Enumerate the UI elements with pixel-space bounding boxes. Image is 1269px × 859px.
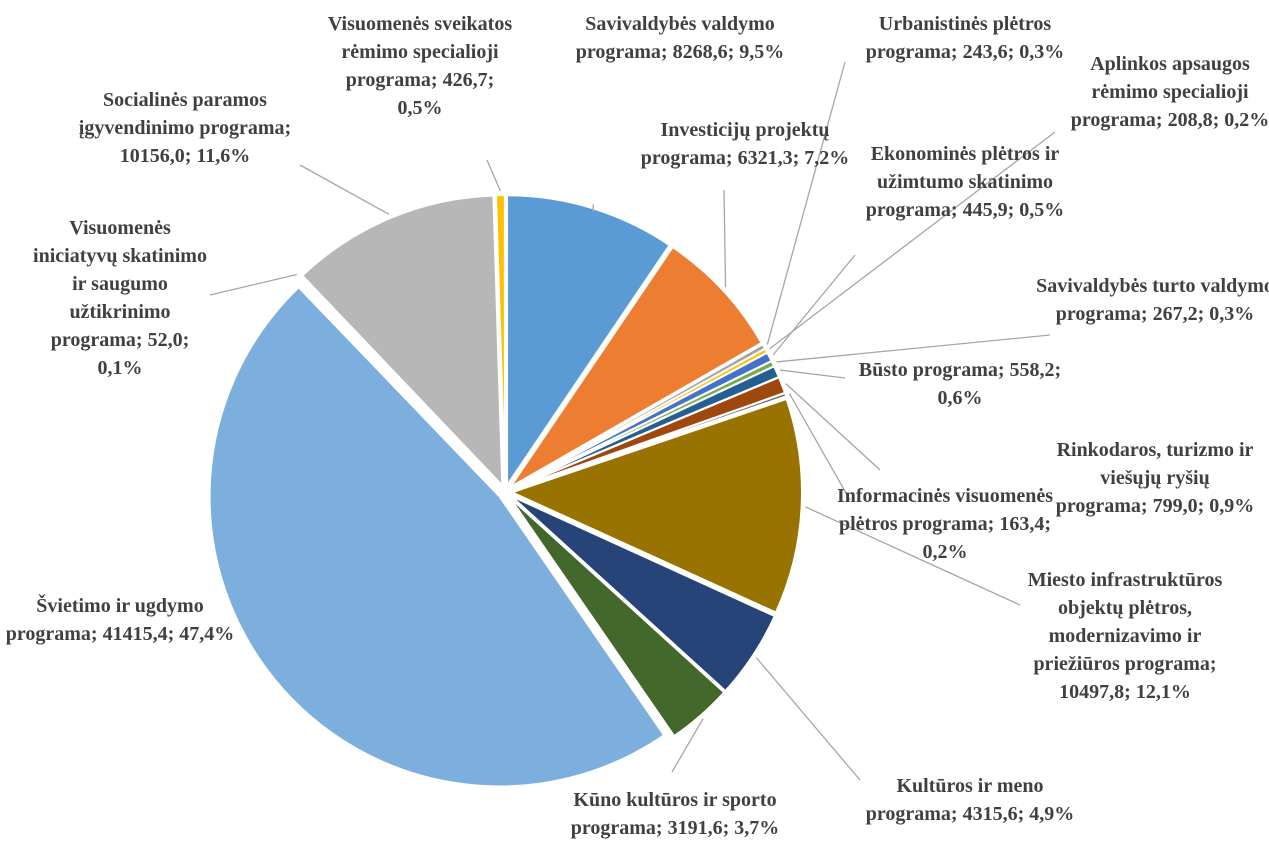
category-label: Aplinkos apsaugos rėmimo specialioji pro… [1070,53,1250,131]
pie-slice [509,245,764,489]
data-label: Aplinkos apsaugos rėmimo specialioji pro… [1070,50,1269,134]
value-label: 163,4; 0,2% [922,513,1052,563]
pie-slice [300,194,504,489]
leader-line [805,506,1021,606]
value-label: 243,6; 0,3% [962,41,1065,63]
value-label: 6321,3; 7,2% [737,147,850,169]
data-label: Savivaldybės turto valdymo programa; 267… [1030,272,1269,328]
pie-slice [506,194,671,489]
value-label: 52,0; 0,1% [97,329,190,379]
leader-line [671,718,704,773]
category-label: Miesto infrastruktūros objektų plėtros, … [1027,569,1223,675]
pie-slice [494,194,506,486]
data-label: Visuomenės sveikatos rėmimo specialioji … [325,10,515,122]
value-label: 10156,0; 11,6% [119,145,251,167]
category-label: Rinkodaros, turizmo ir viešųjų ryšių pro… [1055,439,1254,517]
category-label: Informacinės visuomenės plėtros programa… [836,485,1054,535]
leader-line [776,334,1051,363]
data-label: Kūno kultūros ir sporto programa; 3191,6… [525,786,825,842]
data-label: Rinkodaros, turizmo ir viešųjų ryšių pro… [1055,436,1255,520]
pie-slice [508,496,726,738]
value-label: 10497,8; 12,1% [1059,681,1191,703]
leader-line [785,383,881,471]
pie-slice [208,285,666,788]
leader-line [486,159,501,192]
value-label: 8268,6; 9,5% [672,41,785,63]
category-label: Kūno kultūros ir sporto programa; [570,789,777,839]
leader-line [772,254,856,356]
category-label: Socialinės paramos įgyvendinimo programa… [78,89,292,139]
leader-line [780,369,846,379]
value-label: 267,2; 0,3% [1152,303,1255,325]
value-label: 208,8; 0,2% [1167,109,1269,131]
category-label: Visuomenės iniciatyvų skatinimo ir saugu… [33,217,207,351]
category-label: Investicijų projektų programa; [640,119,830,169]
value-label: 3191,6; 3,7% [667,817,780,839]
pie-slice [509,397,803,614]
category-label: Savivaldybės turto valdymo programa; [1036,275,1269,325]
leader-line [299,164,390,215]
value-label: 445,9; 0,5% [962,199,1065,221]
data-label: Miesto infrastruktūros objektų plėtros, … [1010,566,1240,706]
data-label: Urbanistinės plėtros programa; 243,6; 0,… [835,10,1095,66]
data-label: Visuomenės iniciatyvų skatinimo ir saugu… [30,214,210,382]
leader-line [723,189,727,288]
leader-line [769,131,1056,350]
leader-line [788,393,851,501]
category-label: Švietimo ir ugdymo programa; [5,595,204,645]
value-label: 799,0; 0,9% [1152,495,1255,517]
data-label: Investicijų projektų programa; 6321,3; 7… [625,116,865,172]
pie-slice [511,391,788,491]
category-label: Būsto programa; [858,359,1005,381]
data-label: Būsto programa; 558,2; 0,6% [850,356,1070,412]
data-label: Informacinės visuomenės plėtros programa… [835,482,1055,566]
category-label: Ekonominės plėtros ir užimtumo skatinimo… [865,143,1060,221]
category-label: Savivaldybės valdymo programa; [575,13,775,63]
leader-line [755,657,861,781]
value-label: 41415,4; 47,4% [102,623,235,645]
category-label: Visuomenės sveikatos rėmimo specialioji … [327,13,513,91]
leader-line [209,273,298,296]
data-label: Ekonominės plėtros ir užimtumo skatinimo… [860,140,1070,224]
data-label: Švietimo ir ugdymo programa; 41415,4; 47… [0,592,240,648]
data-label: Savivaldybės valdymo programa; 8268,6; 9… [570,10,790,66]
data-label: Socialinės paramos įgyvendinimo programa… [55,86,315,170]
category-label: Urbanistinės plėtros programa; [865,13,1052,63]
pie-slice [297,275,501,488]
category-label: Kultūros ir meno programa; [865,775,1044,825]
leader-line [766,61,846,345]
value-label: 4315,6; 4,9% [962,803,1075,825]
data-label: Kultūros ir meno programa; 4315,6; 4,9% [860,772,1080,828]
value-label: 558,2; 0,6% [937,359,1062,409]
value-label: 426,7; 0,5% [397,69,495,119]
pie-slice [510,494,777,693]
